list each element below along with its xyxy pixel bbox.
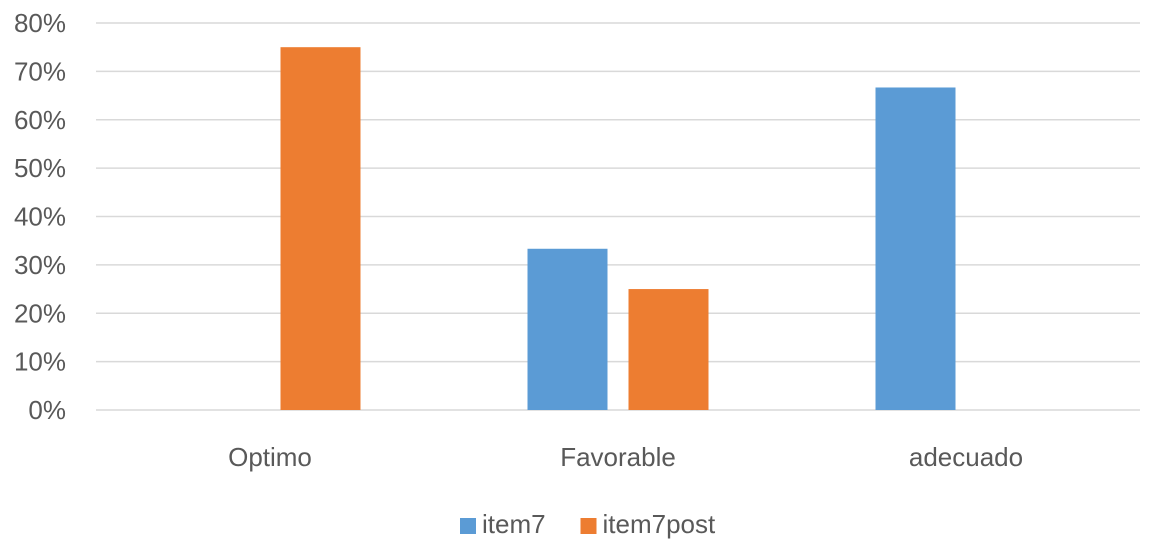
- legend-swatch-item7: [460, 518, 476, 534]
- bar-item7post-optimo: [280, 47, 361, 410]
- legend-swatch-item7post: [580, 518, 597, 534]
- x-category-label: Favorable: [560, 442, 676, 472]
- bars: [280, 47, 956, 410]
- x-axis-categories: Optimo Favorable adecuado: [228, 442, 1023, 472]
- y-tick-label: 0%: [28, 395, 66, 425]
- x-category-label: Optimo: [228, 442, 312, 472]
- y-tick-label: 30%: [14, 250, 66, 280]
- y-tick-label: 40%: [14, 202, 66, 232]
- gridlines: [96, 22, 1140, 411]
- legend-label-item7: item7: [482, 509, 546, 539]
- y-tick-label: 20%: [14, 298, 66, 328]
- y-tick-label: 60%: [14, 105, 66, 135]
- y-tick-label: 70%: [14, 56, 66, 86]
- bar-item7-favorable: [527, 248, 608, 410]
- y-tick-label: 50%: [14, 153, 66, 183]
- y-tick-label: 10%: [14, 347, 66, 377]
- bar-item7-adecuado: [875, 87, 956, 410]
- y-tick-label: 80%: [14, 8, 66, 38]
- y-axis-ticks: 0% 10% 20% 30% 40% 50% 60% 70% 80%: [14, 8, 66, 425]
- bar-item7post-favorable: [628, 289, 709, 410]
- legend-label-item7post: item7post: [603, 509, 716, 539]
- legend: item7 item7post: [460, 509, 716, 539]
- x-category-label: adecuado: [909, 442, 1023, 472]
